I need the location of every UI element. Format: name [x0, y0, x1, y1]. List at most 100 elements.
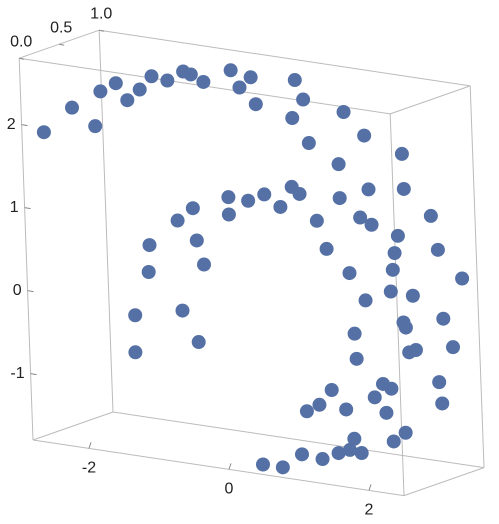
point: [142, 238, 157, 253]
point: [354, 446, 369, 461]
point: [223, 63, 238, 78]
point: [430, 242, 445, 257]
y-tick-label: 1.0: [90, 5, 112, 22]
box-edge: [19, 29, 100, 59]
point: [144, 69, 159, 84]
point: [232, 80, 247, 95]
box-edge: [99, 29, 471, 87]
point: [170, 213, 185, 228]
point: [432, 375, 447, 390]
point: [65, 100, 79, 115]
point: [364, 217, 379, 232]
point: [299, 404, 314, 419]
point: [196, 74, 211, 89]
point: [347, 326, 362, 341]
point: [332, 191, 347, 206]
point: [336, 105, 351, 119]
point: [132, 82, 147, 97]
point: [353, 210, 368, 225]
y-tick-label: 0.0: [10, 33, 32, 50]
point: [405, 288, 420, 303]
point: [273, 199, 288, 214]
point: [387, 246, 402, 261]
point: [386, 434, 401, 449]
point: [285, 111, 300, 126]
point: [396, 181, 411, 196]
box-edge: [32, 411, 114, 441]
box-edge: [390, 85, 471, 115]
point: [191, 335, 206, 350]
point: [357, 128, 372, 143]
z-tick: [30, 373, 37, 376]
point: [315, 452, 330, 467]
y-tick: [19, 57, 25, 60]
point: [379, 405, 394, 420]
point: [339, 402, 354, 417]
x-tick: [88, 442, 92, 449]
point: [36, 125, 51, 140]
point: [342, 266, 357, 281]
z-tick-label: -1: [10, 365, 24, 382]
point: [108, 76, 123, 91]
point: [256, 457, 270, 472]
point: [367, 390, 382, 405]
point: [319, 241, 334, 256]
z-tick: [21, 124, 28, 127]
point: [423, 208, 438, 223]
point: [398, 320, 413, 335]
point: [301, 136, 316, 151]
point: [185, 201, 200, 216]
point: [376, 376, 390, 391]
y-tick: [59, 43, 65, 46]
x-tick: [228, 463, 232, 470]
point: [455, 271, 470, 286]
box-edge: [32, 439, 405, 497]
point: [385, 262, 400, 277]
point: [93, 84, 108, 99]
point: [312, 397, 327, 412]
point: [309, 213, 324, 228]
point: [361, 182, 376, 197]
point: [390, 228, 405, 243]
box-edge: [403, 467, 485, 497]
point: [436, 311, 451, 326]
point: [275, 460, 290, 475]
point: [287, 73, 302, 88]
z-tick-label: 1: [10, 199, 19, 216]
point: [331, 157, 346, 172]
point: [347, 431, 362, 446]
point: [248, 97, 263, 112]
point: [120, 93, 135, 108]
z-tick: [27, 290, 34, 293]
point: [197, 257, 211, 272]
point: [128, 308, 143, 323]
point: [128, 345, 143, 360]
point: [141, 265, 156, 279]
point: [257, 187, 272, 202]
x-tick: [368, 484, 372, 491]
point: [342, 442, 357, 457]
point: [295, 447, 309, 462]
z-tick-label: 0: [13, 282, 22, 299]
point: [331, 446, 346, 461]
point: [383, 284, 398, 299]
box-edge: [469, 85, 485, 468]
point: [292, 186, 307, 201]
y-tick: [99, 29, 105, 32]
point: [349, 351, 364, 366]
point: [221, 190, 236, 205]
point: [241, 193, 256, 208]
x-tick-label: -2: [82, 460, 96, 477]
z-tick: [24, 207, 31, 210]
point: [435, 396, 450, 411]
x-tick-label: 2: [365, 502, 374, 519]
point: [160, 73, 175, 88]
point: [243, 70, 258, 85]
point: [88, 119, 103, 134]
x-tick-label: 0: [225, 481, 234, 498]
point: [394, 146, 409, 161]
box-edge: [112, 411, 485, 469]
point: [221, 207, 236, 222]
point: [189, 233, 204, 248]
